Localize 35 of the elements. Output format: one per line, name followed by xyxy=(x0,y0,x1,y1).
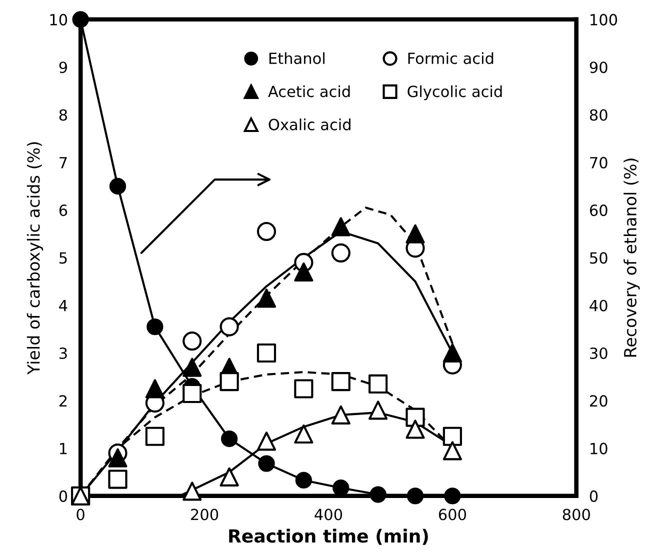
y2-tick-label: 60 xyxy=(590,204,608,216)
y2-tick-label: 40 xyxy=(590,300,608,312)
y-axis-title: Yield of carboxylic acids (%) xyxy=(26,142,44,375)
y-tick-label: 8 xyxy=(59,109,68,121)
y2-tick-label: 20 xyxy=(590,395,608,407)
y-tick-label: 6 xyxy=(59,204,68,216)
y2-axis-title: Recovery of ethanol (%) xyxy=(624,158,640,357)
y-tick-label: 1 xyxy=(60,442,67,454)
y2-tick-label: 100 xyxy=(590,14,618,26)
y2-tick-label: 80 xyxy=(590,109,608,121)
y-tick-label: 5 xyxy=(60,252,67,264)
y2-tick-label: 50 xyxy=(590,252,608,264)
y-tick-label: 4 xyxy=(59,300,68,312)
x-axis-title: Reaction time (min) xyxy=(229,528,428,545)
y2-tick-label: 0 xyxy=(590,490,598,502)
y-tick-label: 2 xyxy=(59,395,67,406)
y-tick-label: 10 xyxy=(50,14,68,26)
legend-label: Acetic acid xyxy=(268,85,350,98)
legend-label: Formic acid xyxy=(408,52,494,64)
y-tick-label: 3 xyxy=(60,347,67,360)
legend-label: Ethanol xyxy=(269,52,324,64)
x-tick-label: 600 xyxy=(438,508,466,520)
x-tick-label: 0 xyxy=(76,508,84,520)
y2-tick-label: 70 xyxy=(590,156,608,168)
y-tick-label: 0 xyxy=(59,490,68,502)
x-tick-label: 200 xyxy=(191,508,218,520)
y2-tick-label: 30 xyxy=(590,347,608,360)
y-tick-label: 7 xyxy=(60,157,67,168)
y2-tick-label: 90 xyxy=(590,62,608,74)
x-tick-label: 800 xyxy=(562,508,590,520)
legend-label: Oxalic acid xyxy=(268,118,350,130)
legend-label: Glycolic acid xyxy=(408,85,502,100)
y2-tick-label: 10 xyxy=(590,442,608,454)
y-tick-label: 9 xyxy=(59,62,67,74)
x-tick-label: 400 xyxy=(314,508,342,520)
